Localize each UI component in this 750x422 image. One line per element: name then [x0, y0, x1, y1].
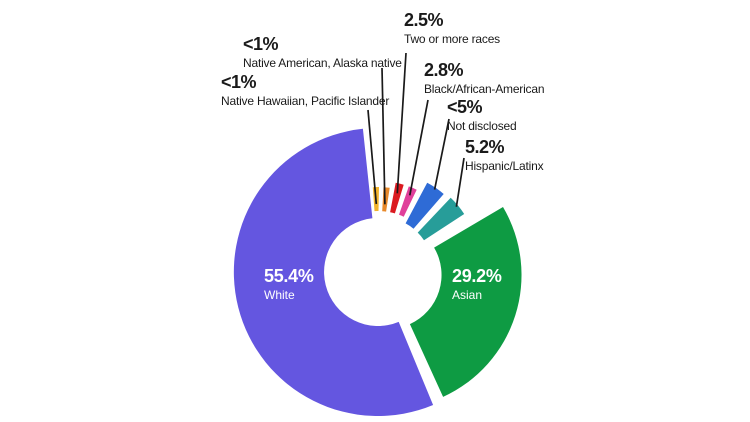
percent-value: 55.4%: [264, 266, 314, 286]
percent-value: <1%: [243, 34, 279, 54]
label-native-american: <1% Native American, Alaska native: [243, 35, 402, 69]
percent-value: 2.8%: [424, 60, 464, 80]
percent-value: 2.5%: [404, 10, 444, 30]
percent-value: 29.2%: [452, 266, 502, 286]
leader-line: [408, 99, 429, 196]
slice-asian: [409, 207, 522, 397]
percent-value: <5%: [447, 97, 483, 117]
slice-two-or-more-races: [390, 182, 404, 214]
leader-line: [396, 52, 407, 194]
slice-native-american-alaska-native: [382, 187, 390, 212]
label-not-disclosed: <5% Not disclosed: [447, 97, 517, 133]
category-name: Asian: [452, 287, 483, 302]
label-hispanic-latinx: 5.2% Hispanic/Latinx: [465, 137, 544, 173]
category-name: Two or more races: [404, 31, 500, 46]
slice-black-african-american: [399, 186, 417, 217]
leader-line: [381, 67, 386, 205]
leader-line: [455, 157, 465, 207]
slice-not-disclosed: [405, 182, 444, 229]
category-name: Native Hawaiian, Pacific Islander: [221, 93, 390, 108]
percent-value: <1%: [221, 72, 257, 92]
slice-hispanic-latinx: [417, 197, 465, 241]
slice-white: [233, 128, 434, 417]
label-two-or-more-races: 2.5% Two or more races: [404, 11, 500, 45]
label-white: 55.4% White: [264, 267, 314, 301]
category-name: Black/African-American: [424, 81, 545, 96]
label-native-hawaiian: <1% Native Hawaiian, Pacific Islander: [221, 73, 389, 107]
percent-value: 5.2%: [465, 137, 505, 157]
label-asian: 29.2% Asian: [452, 267, 502, 301]
category-name: White: [264, 287, 295, 302]
leader-line: [367, 109, 378, 205]
label-black-african-american: 2.8% Black/African-American: [424, 60, 545, 96]
category-name: Not disclosed: [447, 118, 517, 133]
category-name: Native American, Alaska native: [243, 55, 402, 70]
leader-line: [433, 118, 450, 190]
category-name: Hispanic/Latinx: [465, 158, 544, 173]
